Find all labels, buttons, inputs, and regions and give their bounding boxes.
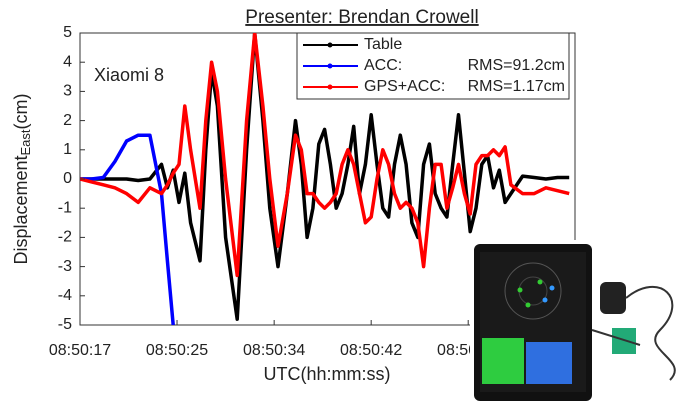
legend-note: RMS=91.2cm: [468, 57, 565, 74]
x-tick-label: 08:50:25: [146, 342, 208, 359]
y-tick-label: -4: [58, 287, 72, 304]
series-line: [80, 33, 570, 321]
y-axis-label: DisplacementEast(cm): [11, 93, 34, 264]
sat: [537, 279, 543, 285]
sky-plot: [504, 262, 562, 320]
legend-marker: [327, 84, 333, 90]
sat: [517, 287, 523, 293]
y-label-unit: (cm): [11, 93, 31, 129]
y-label-sub: East: [18, 129, 33, 155]
x-axis-label: UTC(hh:mm:ss): [264, 364, 391, 384]
y-tick-label: 4: [63, 53, 72, 70]
y-tick-label: -3: [58, 258, 72, 275]
sat: [525, 302, 531, 308]
legend: Table ACC: RMS=91.2cm GPS+ACC: RMS=1.17cm: [296, 32, 570, 100]
plot-lines: [80, 33, 570, 325]
x-tick-label: 08:50:34: [243, 342, 305, 359]
y-tick-label: 3: [63, 83, 72, 100]
y-tick-label: -1: [58, 199, 72, 216]
sat: [549, 285, 555, 291]
bars-blue: [526, 342, 572, 384]
legend-label: ACC:: [364, 57, 402, 74]
annotation: Xiaomi 8: [94, 65, 164, 85]
legend-marker: [327, 42, 333, 48]
legend-label: GPS+ACC:: [364, 78, 445, 95]
presenter: Presenter: Brendan Crowell: [245, 7, 478, 28]
series-line: [80, 133, 175, 325]
legend-marker: [327, 63, 333, 69]
y-tick-label: 2: [63, 112, 72, 129]
x-tick-label: 08:50:17: [49, 342, 111, 359]
y-tick-label: -5: [58, 316, 72, 333]
y-label-main: Displacement: [11, 155, 31, 264]
cables: [591, 285, 676, 381]
gps-antenna: [600, 282, 626, 314]
y-tick-label: -2: [58, 229, 72, 246]
series-line: [80, 33, 570, 278]
y-tick-label: 5: [63, 24, 72, 41]
legend-label: Table: [364, 36, 402, 53]
bars-green: [482, 338, 524, 384]
x-tick-label: 08:50:42: [340, 342, 402, 359]
legend-note: RMS=1.17cm: [468, 78, 565, 95]
sat: [542, 297, 548, 303]
y-tick-label: 0: [63, 170, 72, 187]
y-tick-label: 1: [63, 141, 72, 158]
device-photo: [470, 240, 683, 401]
